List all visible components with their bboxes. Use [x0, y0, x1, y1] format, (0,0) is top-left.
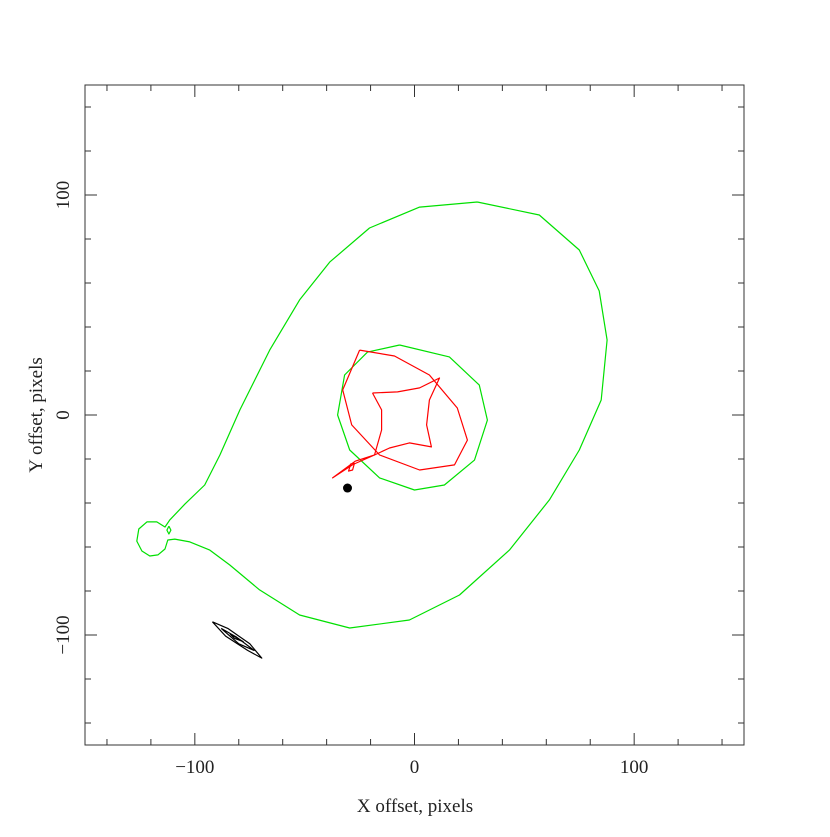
curve — [342, 349, 468, 471]
y-tick-label: −100 — [53, 615, 74, 654]
curve — [166, 525, 172, 535]
x-tick-label: 0 — [410, 757, 420, 778]
x-tick-label: 100 — [620, 757, 649, 778]
curve — [211, 621, 263, 659]
x-axis-label: X offset, pixels — [357, 796, 473, 817]
plot-frame — [84, 84, 745, 746]
x-tick-label: −100 — [175, 757, 214, 778]
curve — [136, 201, 608, 629]
curve — [348, 462, 356, 472]
y-tick-label: 100 — [53, 181, 74, 210]
curve — [332, 454, 375, 479]
curve — [229, 633, 244, 643]
curve — [371, 377, 441, 456]
point — [343, 483, 353, 493]
y-axis-label: Y offset, pixels — [26, 357, 47, 473]
curve — [337, 344, 488, 491]
y-tick-label: 0 — [53, 410, 74, 420]
